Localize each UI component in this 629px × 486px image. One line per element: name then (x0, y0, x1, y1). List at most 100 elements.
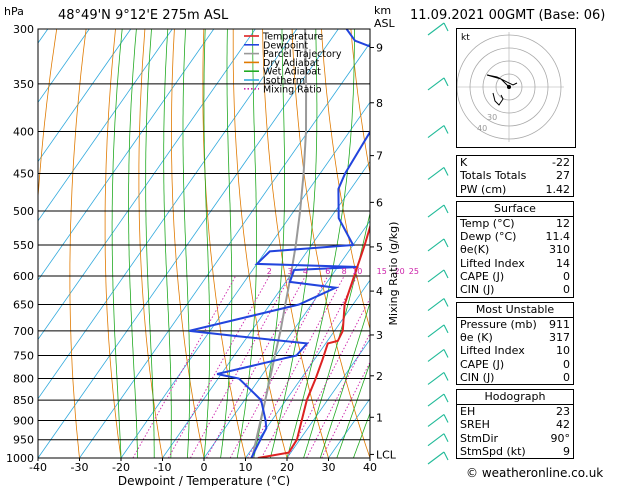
x-tick-label: -40 (29, 461, 47, 474)
wind-barb-flag (443, 269, 449, 279)
pressure-tick-label: 950 (13, 434, 34, 447)
wet-adiabat (203, 29, 211, 458)
mixing-ratio-label: 2 (267, 267, 272, 276)
pressure-tick-label: 500 (13, 205, 34, 218)
wind-barb-flag (443, 349, 449, 358)
skewt-diagram: 2 3 4 6 8 10 15 20 25300350400450500550600650700… (6, 22, 456, 486)
wind-barb (427, 204, 445, 218)
height-unit-bottom: ASL (374, 17, 395, 30)
wind-barbs (427, 22, 449, 465)
height-tick-label: 9 (376, 42, 383, 55)
index-row: Dewp (°C) 11.4 (460, 230, 570, 244)
pressure-tick-label: 350 (13, 78, 34, 91)
index-row: PW (cm) 1.42 (460, 182, 570, 196)
wind-barb (427, 433, 445, 447)
mixing-ratio-line (168, 275, 270, 458)
hodograph-indices-box: Hodograph EH 23 SREH 42 StmDir 90° StmSpd (… (456, 389, 574, 460)
height-tick-label: 7 (376, 150, 383, 163)
isotherm-line (38, 29, 173, 222)
wind-barb-flag (443, 324, 449, 334)
index-row: EH 23 (460, 405, 570, 419)
wet-adiabat (353, 411, 370, 458)
index-row: StmSpd (kt) 9 (460, 445, 570, 459)
height-tick-label: 5 (376, 241, 383, 254)
index-row: CAPE (J) 0 (460, 270, 570, 284)
pressure-tick-label: 800 (13, 372, 34, 385)
legend-label: Dewpoint (263, 40, 308, 51)
dry-adiabat (350, 29, 370, 176)
index-row: Totals Totals 27 (460, 169, 570, 183)
height-tick-label: 2 (376, 370, 383, 383)
mixing-ratio-label: 3 (288, 267, 293, 276)
pressure-tick-label: 750 (13, 349, 34, 362)
wind-barb-flag (443, 372, 449, 381)
temperature-profile-line (257, 223, 370, 458)
most-unstable-title: Most Unstable (475, 302, 555, 316)
index-row: CAPE (J) 0 (460, 357, 570, 371)
dry-adiabat (38, 29, 58, 458)
wet-adiabat (163, 29, 172, 458)
pressure-tick-label: 400 (13, 126, 34, 139)
hodograph-ring-label: 40 (477, 124, 487, 133)
isotherm-line (245, 279, 370, 458)
mixing-ratio-label: 25 (409, 267, 419, 276)
wet-adiabat (145, 29, 155, 458)
dry-adiabat (104, 29, 122, 458)
x-axis-label: Dewpoint / Temperature (°C) (118, 474, 290, 486)
isotherm-line (162, 160, 370, 458)
height-tick-label: 6 (376, 196, 383, 209)
legend-label: Temperature (262, 32, 323, 43)
wind-barb-flag (443, 238, 449, 248)
valid-time: 11.09.2021 00GMT (Base: 06) (410, 8, 606, 23)
index-row: CIN (J) 0 (460, 370, 570, 384)
indices-panel: K -22 Totals Totals 27 PW (cm) 1.42 Surface… (456, 155, 574, 463)
isotherm-line (286, 338, 370, 458)
wind-barb (427, 125, 445, 138)
pressure-tick-label: 1000 (6, 452, 34, 465)
pressure-tick-label: 700 (13, 325, 34, 338)
pressure-tick-label: 450 (13, 167, 34, 180)
wind-barb-flag (443, 433, 449, 442)
height-tick-label: 8 (376, 97, 383, 110)
parcel-trajectory-line (251, 29, 308, 458)
surface-title: Surface (494, 201, 536, 215)
index-row: Lifted Index 14 (460, 256, 570, 270)
wind-barb-flag (443, 393, 449, 403)
pressure-unit-label: hPa (4, 5, 24, 18)
mixing-ratio-label: 6 (325, 267, 330, 276)
pressure-tick-label: 850 (13, 394, 34, 407)
mixing-ratio-line (321, 361, 370, 458)
hodograph-trace (486, 74, 518, 88)
isotherm-line (38, 29, 215, 281)
index-row: Pressure (mb) 911 (460, 317, 570, 331)
wind-barb (427, 349, 445, 362)
x-tick-label: -30 (71, 461, 89, 474)
wind-barb (427, 269, 445, 283)
x-tick-label: 20 (280, 461, 294, 474)
wind-barb-flag (443, 298, 449, 307)
hodograph-trace (492, 92, 504, 106)
copyright-footer: © weatheronline.co.uk (466, 466, 604, 480)
legend-label: Parcel Trajectory (263, 49, 342, 60)
wind-barb (427, 167, 445, 180)
mixing-ratio-label: 4 (303, 267, 308, 276)
height-tick-label: 4 (376, 285, 383, 298)
mixing-ratio-line (206, 275, 306, 458)
index-row: CIN (J) 0 (460, 283, 570, 297)
legend-label: Dry Adiabat (263, 58, 320, 69)
pressure-tick-label: 600 (13, 270, 34, 283)
most-unstable-box: Most Unstable Pressure (mb) 911 θe (K) 317… (456, 301, 574, 386)
hodograph-ring-label: 30 (487, 113, 497, 122)
index-row: θe(K) 310 (460, 243, 570, 257)
index-row: SREH 42 (460, 418, 570, 432)
wind-barb (427, 393, 445, 407)
mixing-ratio-label: 15 (377, 267, 387, 276)
dry-adiabat (439, 29, 456, 458)
hodograph-title: Hodograph (484, 390, 546, 404)
x-tick-label: 10 (239, 461, 253, 474)
isotherm-line (38, 29, 339, 458)
mixing-ratio-label: 8 (342, 267, 347, 276)
mixing-ratio-line (190, 275, 291, 458)
wind-barb (427, 238, 445, 252)
legend-label: Isotherm (263, 76, 305, 87)
